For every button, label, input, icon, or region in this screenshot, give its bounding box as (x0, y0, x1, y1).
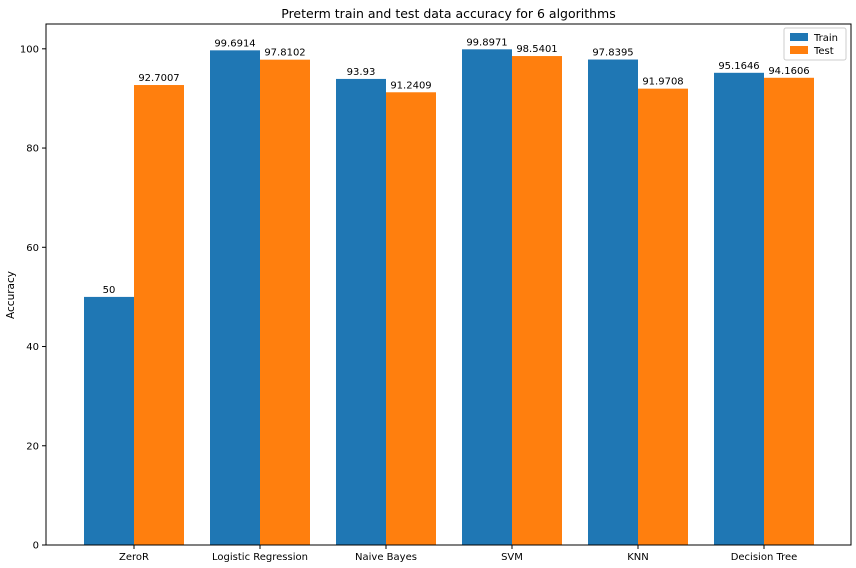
data-label: 99.8971 (466, 37, 507, 48)
x-tick-label: ZeroR (119, 552, 149, 563)
legend-swatch-train (790, 33, 808, 41)
y-tick-label: 40 (26, 342, 39, 353)
bar-train (84, 296, 134, 545)
x-tick-label: Naive Bayes (355, 552, 417, 563)
bar-train (462, 49, 512, 546)
bar-test (638, 88, 688, 545)
data-label: 99.6914 (214, 38, 255, 49)
data-label: 50 (103, 285, 116, 296)
data-label: 95.1646 (718, 61, 759, 72)
data-label: 97.8102 (264, 48, 305, 59)
bar-train (714, 72, 764, 546)
chart-title: Preterm train and test data accuracy for… (281, 6, 616, 21)
legend: Train Test (783, 27, 847, 61)
legend-label-test: Test (813, 46, 834, 57)
data-label: 91.2409 (390, 80, 431, 91)
legend-label-train: Train (813, 33, 838, 44)
y-tick-label: 100 (20, 44, 39, 55)
y-tick-label: 20 (26, 441, 39, 452)
bar-test (260, 59, 310, 545)
data-label: 98.5401 (516, 44, 557, 55)
data-label: 92.7007 (138, 73, 179, 84)
plot-frame (45, 23, 852, 546)
y-tick-label: 80 (26, 144, 39, 155)
data-label: 93.93 (347, 67, 376, 78)
x-tick-label: SVM (501, 552, 523, 563)
legend-swatch-test (790, 46, 808, 54)
y-tick-label: 60 (26, 243, 39, 254)
x-tick-label: Decision Tree (731, 552, 798, 563)
data-label: 94.1606 (768, 66, 809, 77)
data-label: 97.8395 (592, 48, 633, 59)
plot-area: 0 20 40 60 80 100 50 92.7007 ZeroR 99.6914 97.8102… (20, 37, 814, 563)
y-tick-label: 0 (33, 541, 39, 552)
x-tick-label: KNN (627, 552, 649, 563)
bar-test (512, 56, 562, 546)
bar-train (336, 78, 386, 545)
bar-test (764, 77, 814, 546)
y-axis-label: Accuracy (5, 271, 17, 319)
bar-train (210, 50, 260, 546)
bar-train (588, 59, 638, 545)
bar-test (386, 92, 436, 545)
x-tick-label: Logistic Regression (212, 552, 308, 563)
bar-test (134, 85, 184, 545)
data-label: 91.9708 (642, 77, 683, 88)
